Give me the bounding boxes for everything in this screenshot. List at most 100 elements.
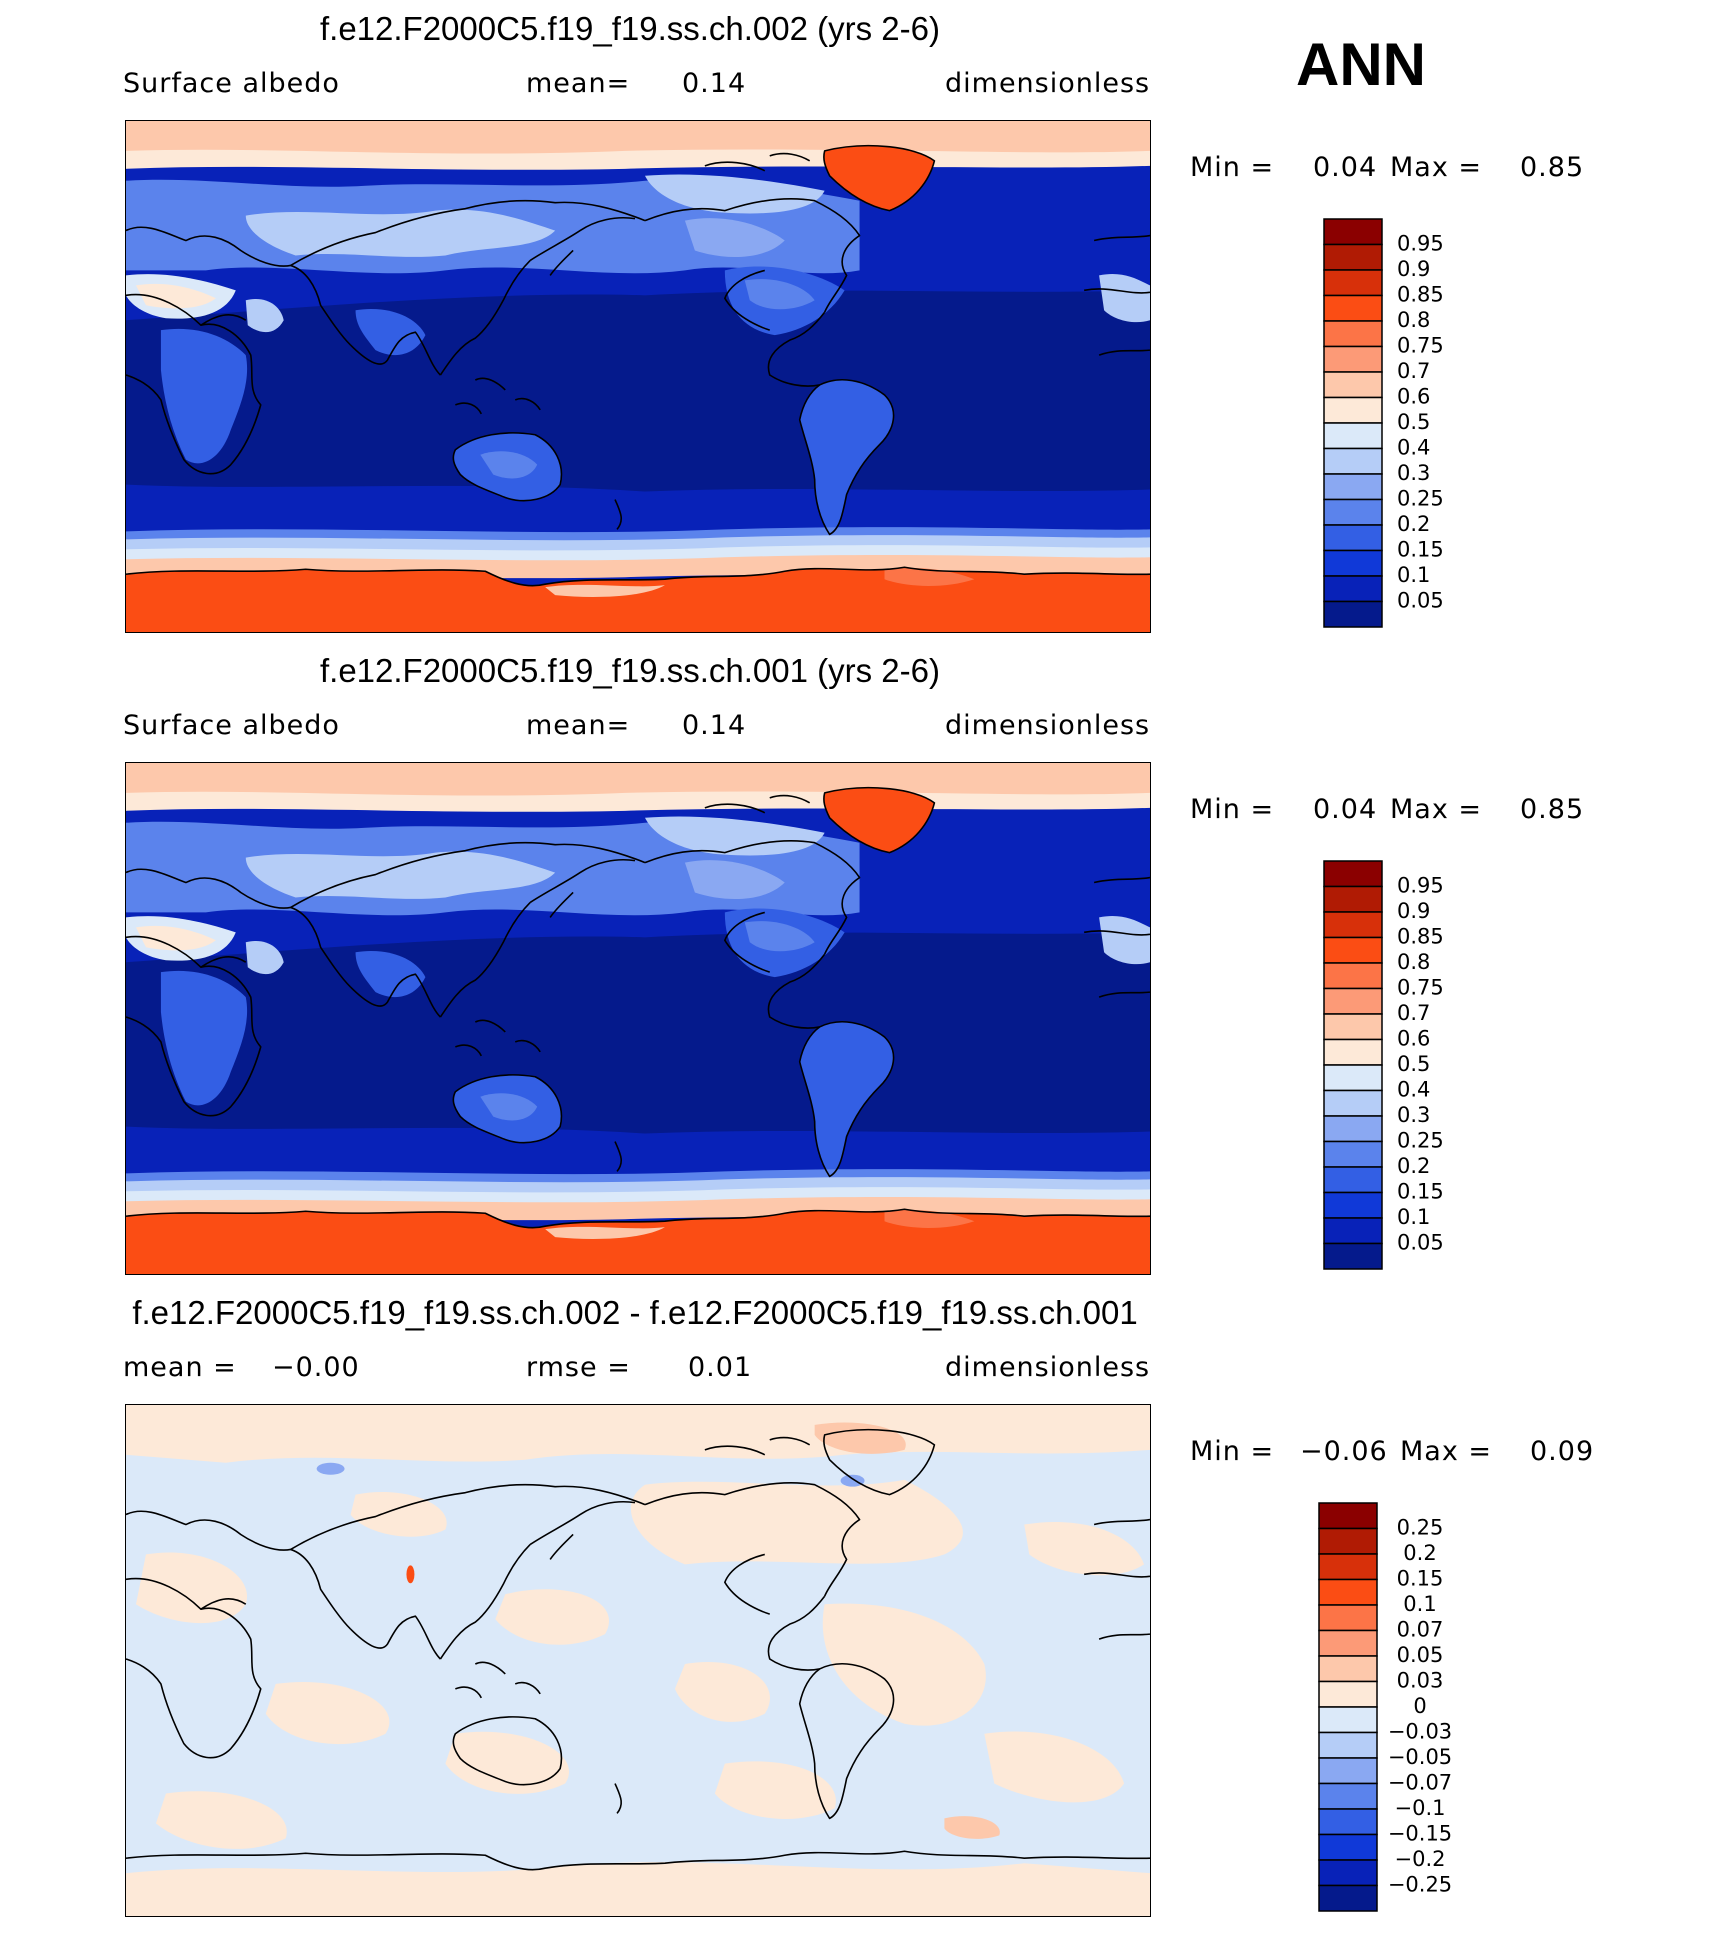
panel-1-variable: Surface albedo [123, 68, 340, 99]
colorbar-swatch [1318, 1578, 1378, 1606]
colorbar-tick-label: −0.15 [1388, 1822, 1452, 1846]
colorbar-tick-label: 0.85 [1397, 283, 1444, 307]
colorbar-tick-label: 0.9 [1397, 257, 1430, 281]
colorbar-tick-label: 0.95 [1397, 874, 1444, 898]
colorbar-tick-label: 0.6 [1397, 1027, 1430, 1051]
colorbar-swatch [1323, 447, 1383, 475]
colorbar-swatch [1323, 549, 1383, 577]
colorbar-tick-label: 0.4 [1397, 1078, 1430, 1102]
colorbar-swatch [1323, 962, 1383, 990]
colorbar-swatch [1323, 575, 1383, 603]
colorbar-tick-label: 0.4 [1397, 436, 1430, 460]
colorbar-tick-label: 0.3 [1397, 461, 1430, 485]
difference-map [126, 1405, 1150, 1916]
panel-3-rmse-value: 0.01 [688, 1352, 753, 1383]
colorbar-swatch [1318, 1604, 1378, 1632]
colorbar-swatch [1323, 422, 1383, 450]
panel-2-mean-value: 0.14 [682, 710, 747, 741]
colorbar-tick-label: 0.7 [1397, 1001, 1430, 1025]
colorbar-swatch [1323, 371, 1383, 399]
colorbar-tick-label: −0.2 [1395, 1847, 1446, 1871]
albedo-map-2 [126, 763, 1150, 1274]
colorbar-swatch [1318, 1502, 1378, 1530]
colorbar-tick-label: −0.25 [1388, 1873, 1452, 1897]
colorbar-tick-label: −0.1 [1395, 1796, 1446, 1820]
albedo-map-1 [126, 121, 1150, 632]
colorbar-tick-label: 0.2 [1397, 1154, 1430, 1178]
colorbar-swatch [1318, 1706, 1378, 1734]
colorbar-svg: 0.950.90.850.80.750.70.60.50.40.30.250.2… [1323, 860, 1444, 1270]
panel-1-title: f.e12.F2000C5.f19_f19.ss.ch.002 (yrs 2-6… [319, 10, 940, 47]
panel-1-units: dimensionless [945, 68, 1151, 99]
panel-2-map [125, 762, 1151, 1275]
panel-2-min-label: Min = [1190, 794, 1275, 825]
colorbar-tick-label: 0.2 [1397, 512, 1430, 536]
colorbar-tick-label: 0.05 [1397, 1231, 1444, 1255]
colorbar-swatch [1323, 320, 1383, 348]
panel-1-max-label: Max = [1390, 152, 1483, 183]
colorbar-swatch [1318, 1859, 1378, 1887]
colorbar-swatch [1323, 1013, 1383, 1041]
colorbar-swatch [1323, 269, 1383, 297]
colorbar-tick-label: 0.1 [1397, 563, 1430, 587]
colorbar-tick-label: 0.95 [1397, 232, 1444, 256]
panel-3-mean-label: mean = [123, 1352, 237, 1383]
panel-3-rmse-label: rmse = [526, 1352, 631, 1383]
panel-3-mean-value: −0.00 [272, 1352, 360, 1383]
colorbar-tick-label: 0.25 [1397, 1516, 1444, 1540]
colorbar-swatch [1318, 1757, 1378, 1785]
colorbar-swatch [1323, 987, 1383, 1015]
colorbar-tick-label: 0.9 [1397, 899, 1430, 923]
colorbar-swatch [1323, 1166, 1383, 1194]
colorbar-tick-label: −0.05 [1388, 1745, 1452, 1769]
colorbar-swatch [1323, 473, 1383, 501]
season-label: ANN [1296, 31, 1426, 98]
panel-1-mean-label: mean= [526, 68, 631, 99]
panel-1-map [125, 120, 1151, 633]
colorbar-swatch [1323, 1140, 1383, 1168]
colorbar-tick-label: 0.05 [1397, 589, 1444, 613]
colorbar-swatch [1323, 860, 1383, 888]
colorbar-swatch [1323, 1191, 1383, 1219]
colorbar-tick-label: 0.1 [1397, 1205, 1430, 1229]
colorbar-swatch [1318, 1808, 1378, 1836]
colorbar-svg: 0.950.90.850.80.750.70.60.50.40.30.250.2… [1323, 218, 1444, 628]
colorbar-swatch [1323, 345, 1383, 373]
panel-2-title: f.e12.F2000C5.f19_f19.ss.ch.001 (yrs 2-6… [319, 652, 940, 689]
panel-2-colorbar: 0.95 0.9 0.85 0.8 0.75 0.7 0.6 0.5 0.4 0.3 0.25 0.2… [1323, 860, 1503, 1272]
colorbar-swatch [1323, 524, 1383, 552]
colorbar-swatch [1323, 1115, 1383, 1143]
colorbar-tick-label: 0.15 [1397, 1567, 1444, 1591]
colorbar-tick-label: −0.07 [1388, 1771, 1452, 1795]
colorbar-swatch [1318, 1782, 1378, 1810]
panel-1-min-label: Min = [1190, 152, 1275, 183]
colorbar-swatch [1323, 218, 1383, 246]
colorbar-swatch [1323, 600, 1383, 628]
colorbar-tick-label: 0 [1413, 1694, 1426, 1718]
colorbar-swatch [1323, 1038, 1383, 1066]
panel-1-colorbar: 0.95 0.9 0.85 0.8 0.75 0.7 0.6 0.5 0.4 0.3 0.25 0.2… [1323, 218, 1503, 630]
panel-2-variable: Surface albedo [123, 710, 340, 741]
panel-3-units: dimensionless [945, 1352, 1151, 1383]
panel-2-min-value: 0.04 [1313, 794, 1378, 825]
colorbar-swatch [1318, 1731, 1378, 1759]
colorbar-swatch [1318, 1527, 1378, 1555]
panel-3-min-value: −0.06 [1300, 1436, 1388, 1467]
panel-1-min-value: 0.04 [1313, 152, 1378, 183]
colorbar-swatch [1318, 1884, 1378, 1912]
panel-2-max-label: Max = [1390, 794, 1483, 825]
colorbar-tick-label: 0.5 [1397, 1052, 1430, 1076]
colorbar-swatch [1318, 1629, 1378, 1657]
colorbar-tick-label: −0.03 [1388, 1720, 1452, 1744]
colorbar-tick-label: 0.75 [1397, 976, 1444, 1000]
panel-3-map [125, 1404, 1151, 1917]
panel-3-max-label: Max = [1400, 1436, 1493, 1467]
colorbar-swatch [1318, 1553, 1378, 1581]
colorbar-tick-label: 0.8 [1397, 950, 1430, 974]
colorbar-tick-label: 0.5 [1397, 410, 1430, 434]
colorbar-tick-label: 0.6 [1397, 385, 1430, 409]
panel-2-units: dimensionless [945, 710, 1151, 741]
colorbar-tick-label: 0.05 [1397, 1643, 1444, 1667]
colorbar-swatch [1323, 396, 1383, 424]
panel-1-mean-value: 0.14 [682, 68, 747, 99]
